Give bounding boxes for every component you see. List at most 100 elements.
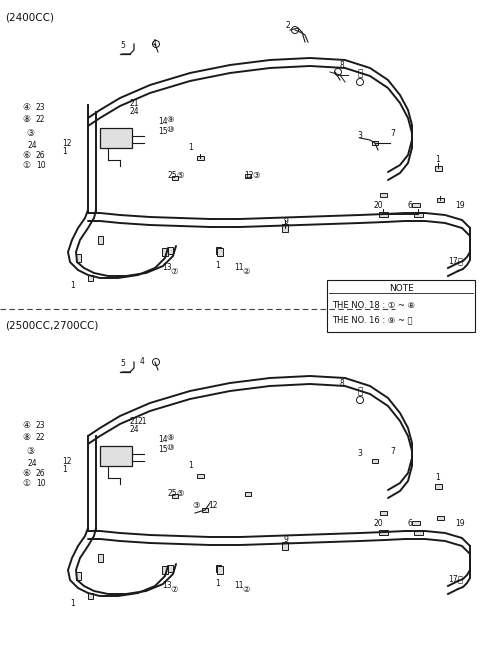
Text: 22: 22 [36,115,46,125]
Text: 21: 21 [130,417,140,426]
Text: 24: 24 [28,140,37,150]
Text: 9: 9 [284,218,289,226]
Bar [196,156,204,160]
Bar [168,247,172,253]
Bar [97,236,103,244]
Circle shape [153,41,159,47]
Bar [372,141,378,145]
Text: (2500CC,2700CC): (2500CC,2700CC) [5,321,98,331]
Text: THE NO. 16 : ⑨ ~ ⑫: THE NO. 16 : ⑨ ~ ⑫ [332,315,412,324]
Text: 9: 9 [284,535,289,544]
Text: ①: ① [22,478,30,487]
Text: NOTE: NOTE [389,284,413,293]
Text: 1: 1 [435,155,440,165]
Text: (2400CC): (2400CC) [5,13,54,23]
Text: ⑦: ⑦ [170,268,178,276]
Text: 4: 4 [140,356,145,365]
Bar [436,198,444,202]
Text: 17: 17 [448,258,457,266]
Text: 24: 24 [130,426,140,434]
Text: 1: 1 [62,466,67,474]
Text: 25: 25 [168,489,178,499]
Text: ⑧: ⑧ [22,434,30,443]
Text: 15: 15 [158,127,168,136]
Bar [436,516,444,520]
Text: ③: ③ [192,501,200,510]
Bar [217,248,223,256]
Text: 20: 20 [373,520,383,529]
Text: ②: ② [242,586,250,594]
Bar [282,542,288,550]
Text: 6: 6 [408,201,413,211]
Bar [412,203,420,207]
Text: ⑤: ⑤ [176,489,184,499]
Bar [172,176,178,180]
Bar [216,565,220,571]
Text: ⑫: ⑫ [357,70,363,79]
Text: 13: 13 [162,581,172,590]
Bar [413,529,422,535]
Text: 8: 8 [340,60,345,70]
Text: ③: ③ [252,171,260,180]
Text: 14: 14 [158,117,168,127]
Bar [282,224,288,232]
Text: ⑫: ⑫ [357,388,363,396]
Bar [75,254,81,262]
Text: ②: ② [242,268,250,276]
Circle shape [153,358,159,365]
Text: 6: 6 [408,520,413,529]
Text: 3: 3 [357,131,362,140]
Circle shape [335,68,341,75]
Bar [168,565,172,571]
Bar [162,248,168,256]
Text: ⑥: ⑥ [22,150,30,159]
Text: 19: 19 [455,518,465,527]
Bar [202,508,208,512]
Bar [75,572,81,580]
Text: 24: 24 [28,459,37,468]
Text: 11: 11 [234,264,243,272]
Text: 1: 1 [215,260,220,270]
Text: 15: 15 [158,445,168,453]
Text: 26: 26 [36,150,46,159]
Text: 7: 7 [390,129,395,138]
Text: 1: 1 [188,142,193,152]
Text: 12: 12 [62,138,72,148]
Text: 8: 8 [340,379,345,388]
Text: 14: 14 [158,436,168,445]
Text: 23: 23 [36,104,46,112]
Text: ⑤: ⑤ [176,171,184,180]
Text: 17: 17 [448,575,457,584]
Bar [413,211,422,216]
Bar [380,193,386,197]
Text: ⑪: ⑪ [457,258,463,266]
Text: 3: 3 [357,449,362,457]
Text: 25: 25 [168,171,178,180]
Circle shape [291,26,299,33]
Bar [372,459,378,463]
Text: 22: 22 [36,434,46,443]
Text: ③: ③ [26,447,34,455]
Text: ④: ④ [22,104,30,112]
Text: 7: 7 [390,447,395,455]
Bar [434,165,442,171]
Circle shape [357,79,363,85]
Text: 10: 10 [36,478,46,487]
Text: ⑧: ⑧ [22,115,30,125]
Bar [196,474,204,478]
Text: ⑩: ⑩ [166,125,174,134]
Text: 4: 4 [152,39,157,47]
Text: 24: 24 [130,108,140,117]
Bar [216,247,220,253]
Text: 12: 12 [244,171,253,180]
Text: 1: 1 [435,474,440,483]
Text: ⑥: ⑥ [22,468,30,478]
Text: 23: 23 [36,422,46,430]
Bar [87,593,93,599]
Text: 10: 10 [36,161,46,169]
FancyBboxPatch shape [327,280,475,332]
Text: 12: 12 [208,501,217,510]
Text: ④: ④ [22,422,30,430]
Text: 26: 26 [36,468,46,478]
Text: 20: 20 [373,201,383,211]
